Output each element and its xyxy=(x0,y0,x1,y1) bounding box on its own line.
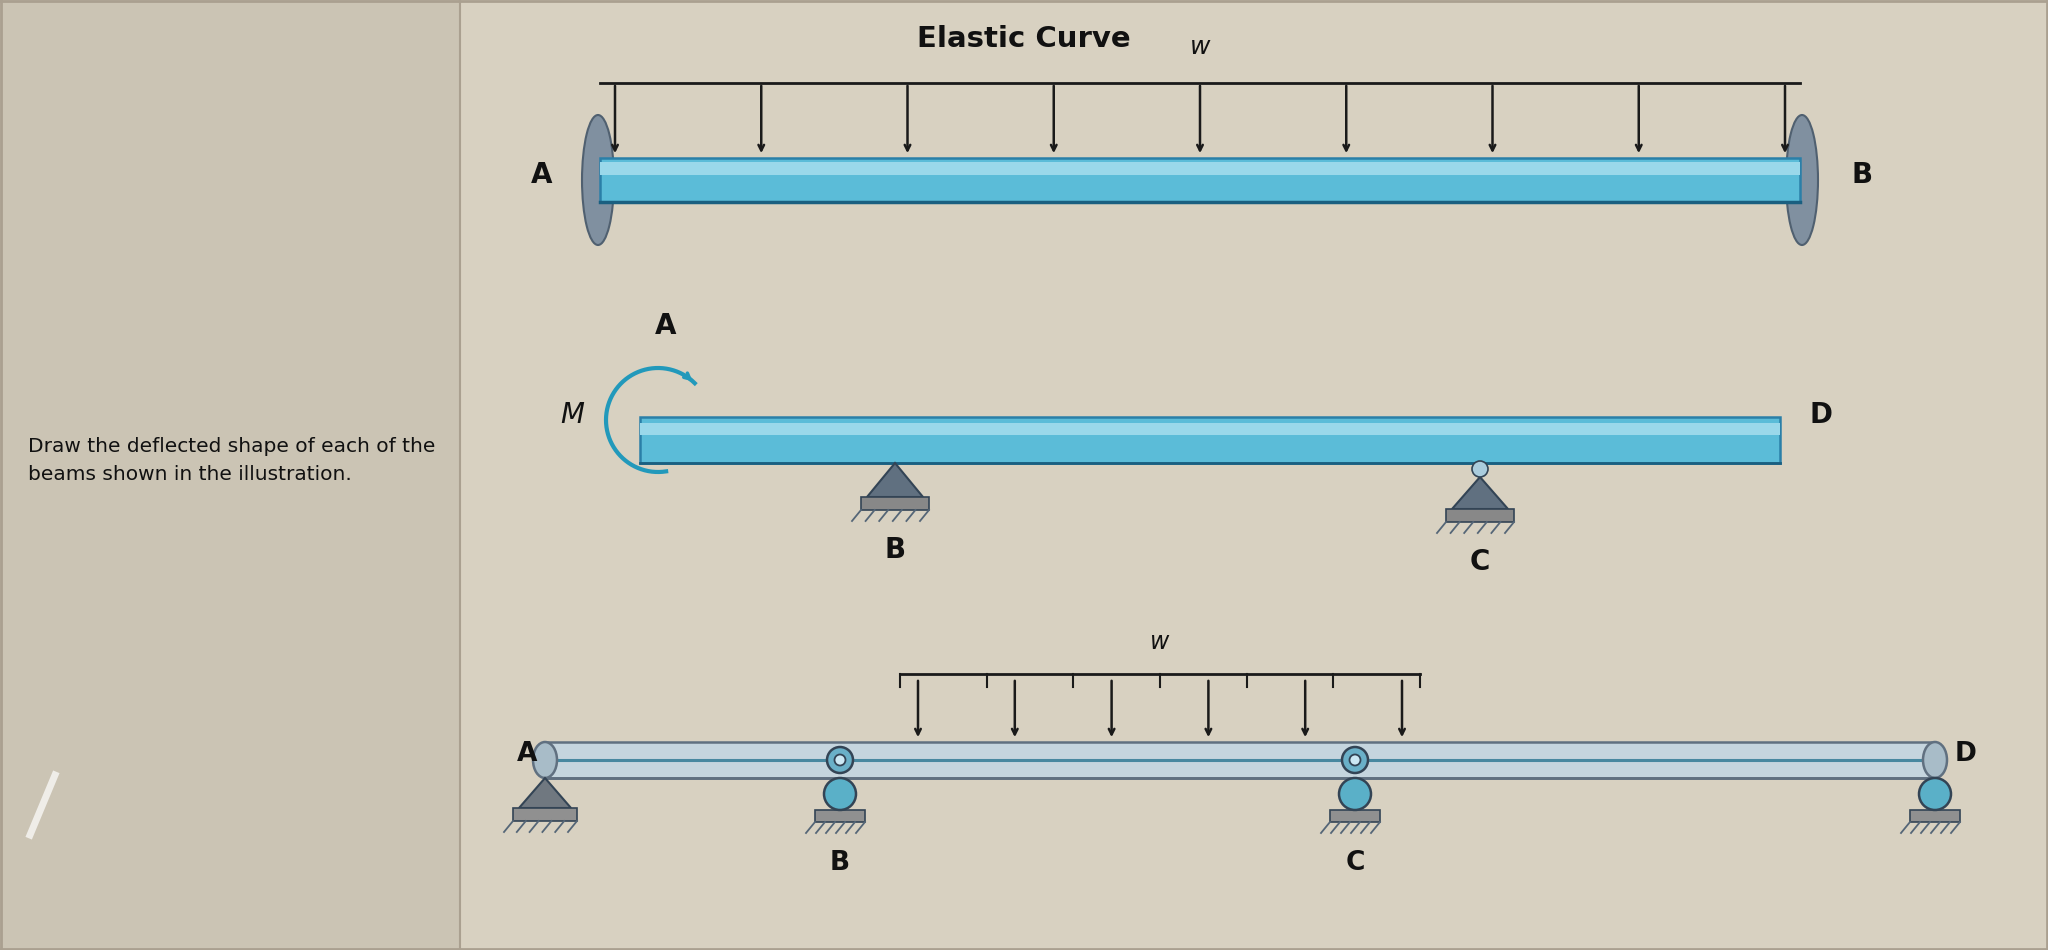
Circle shape xyxy=(827,747,854,773)
Text: A: A xyxy=(655,312,676,340)
FancyBboxPatch shape xyxy=(600,158,1800,202)
FancyBboxPatch shape xyxy=(815,810,864,822)
Text: C: C xyxy=(1346,850,1364,876)
Text: w: w xyxy=(1190,35,1210,59)
Ellipse shape xyxy=(582,115,614,245)
FancyBboxPatch shape xyxy=(600,162,1800,175)
Text: w: w xyxy=(1151,630,1169,654)
FancyBboxPatch shape xyxy=(1329,810,1380,822)
Text: B: B xyxy=(885,536,905,564)
FancyBboxPatch shape xyxy=(860,497,930,510)
Ellipse shape xyxy=(1786,115,1819,245)
FancyBboxPatch shape xyxy=(0,0,461,950)
Text: B: B xyxy=(829,850,850,876)
Circle shape xyxy=(1339,778,1370,810)
Circle shape xyxy=(1473,461,1489,477)
Text: D: D xyxy=(1956,741,1976,767)
FancyBboxPatch shape xyxy=(639,424,1780,435)
FancyBboxPatch shape xyxy=(639,417,1780,463)
Ellipse shape xyxy=(1923,742,1948,778)
Text: M: M xyxy=(559,401,584,429)
Text: A: A xyxy=(530,161,553,189)
Text: A: A xyxy=(516,741,537,767)
Text: Elastic Curve: Elastic Curve xyxy=(918,25,1130,53)
Circle shape xyxy=(1350,754,1360,766)
Text: B: B xyxy=(1851,161,1874,189)
FancyBboxPatch shape xyxy=(1911,810,1960,822)
FancyBboxPatch shape xyxy=(1446,509,1513,522)
Ellipse shape xyxy=(532,742,557,778)
Circle shape xyxy=(1919,778,1952,810)
FancyBboxPatch shape xyxy=(512,808,578,821)
Circle shape xyxy=(834,754,846,766)
Text: Draw the deflected shape of each of the
beams shown in the illustration.: Draw the deflected shape of each of the … xyxy=(29,436,436,484)
Polygon shape xyxy=(518,778,571,808)
Text: C: C xyxy=(1470,548,1491,576)
Text: D: D xyxy=(1810,401,1833,429)
Circle shape xyxy=(823,778,856,810)
Circle shape xyxy=(1341,747,1368,773)
Polygon shape xyxy=(866,463,924,497)
FancyBboxPatch shape xyxy=(545,742,1935,778)
Polygon shape xyxy=(1452,477,1507,509)
